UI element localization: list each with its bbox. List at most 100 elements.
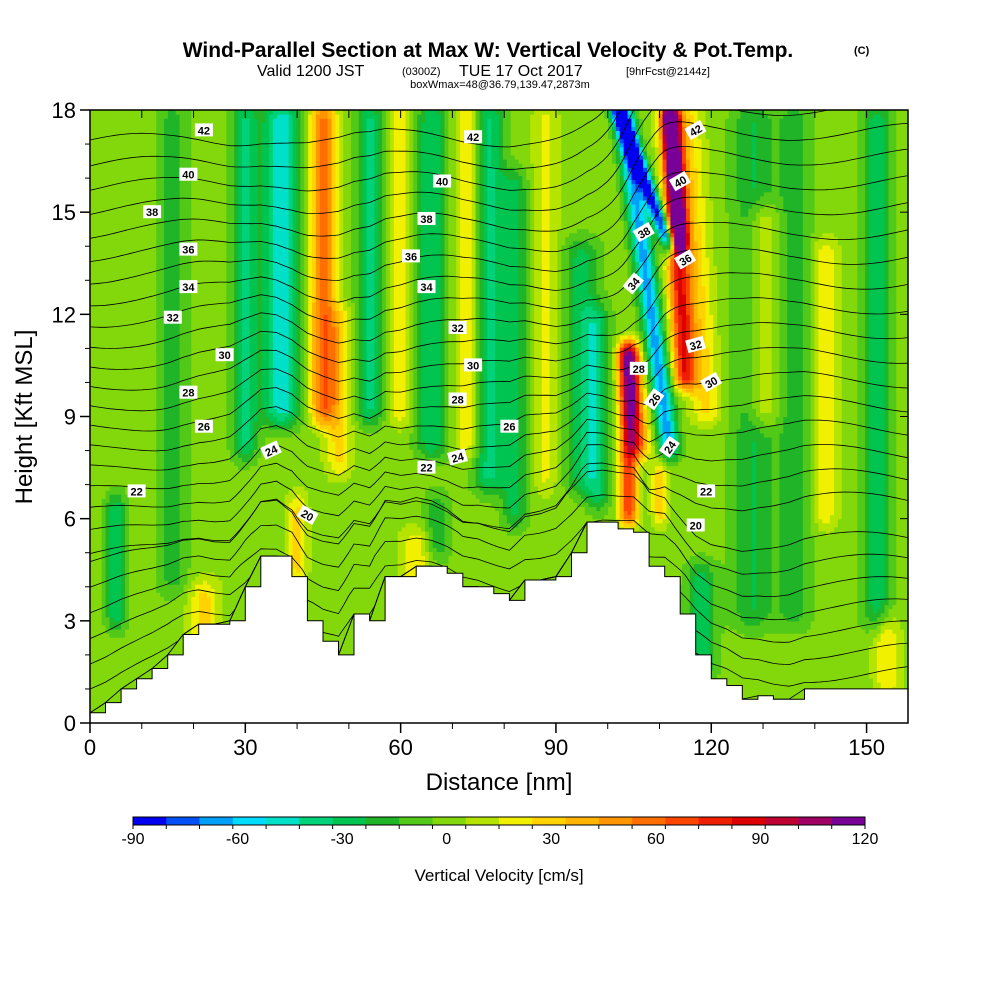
velocity-cell: [94, 290, 99, 295]
velocity-cell: [109, 155, 114, 160]
velocity-cell: [106, 139, 111, 144]
velocity-cell: [102, 118, 107, 123]
velocity-cell: [106, 204, 111, 209]
velocity-cell: [102, 470, 107, 475]
velocity-cell: [102, 339, 107, 344]
velocity-cell: [94, 269, 99, 274]
velocity-cell: [117, 461, 122, 466]
velocity-cell: [94, 698, 99, 703]
velocity-cell: [94, 474, 99, 479]
velocity-cell: [102, 143, 107, 148]
velocity-cell: [94, 314, 99, 319]
velocity-cell: [94, 576, 99, 581]
velocity-cell: [113, 143, 118, 148]
velocity-cell: [98, 637, 103, 642]
velocity-cell: [117, 539, 122, 544]
velocity-cell: [113, 421, 118, 426]
velocity-cell: [117, 212, 122, 217]
velocity-cell: [117, 384, 122, 389]
velocity-cell: [98, 453, 103, 458]
velocity-cell: [113, 249, 118, 254]
velocity-cell: [113, 645, 118, 650]
velocity-cell: [98, 396, 103, 401]
velocity-cell: [98, 314, 103, 319]
velocity-cell: [102, 294, 107, 299]
velocity-cell: [113, 139, 118, 144]
velocity-cell: [94, 167, 99, 172]
velocity-cell: [109, 621, 114, 626]
velocity-cell: [117, 502, 122, 507]
velocity-cell: [117, 490, 122, 495]
velocity-cell: [94, 114, 99, 119]
velocity-cell: [113, 453, 118, 458]
velocity-cell: [109, 666, 114, 671]
velocity-cell: [94, 126, 99, 131]
velocity-cell: [94, 273, 99, 278]
velocity-cell: [117, 658, 122, 663]
velocity-cell: [98, 441, 103, 446]
velocity-cell: [113, 474, 118, 479]
velocity-cell: [94, 613, 99, 618]
velocity-cell: [94, 294, 99, 299]
velocity-cell: [102, 633, 107, 638]
velocity-cell: [94, 175, 99, 180]
velocity-cell: [98, 261, 103, 266]
velocity-cell: [113, 192, 118, 197]
valid-utc-text: (0300Z): [402, 66, 441, 78]
velocity-cell: [113, 617, 118, 622]
velocity-cell: [117, 633, 122, 638]
velocity-cell: [113, 629, 118, 634]
velocity-cell: [117, 286, 122, 291]
velocity-cell: [109, 519, 114, 524]
velocity-cell: [109, 380, 114, 385]
velocity-cell: [106, 670, 111, 675]
velocity-cell: [109, 437, 114, 442]
velocity-cell: [113, 490, 118, 495]
velocity-cell: [109, 478, 114, 483]
velocity-cell: [106, 506, 111, 511]
velocity-cell: [98, 486, 103, 491]
velocity-cell: [109, 584, 114, 589]
velocity-cell: [102, 645, 107, 650]
velocity-cell: [109, 441, 114, 446]
velocity-cell: [102, 171, 107, 176]
velocity-cell: [117, 147, 122, 152]
velocity-cell: [94, 437, 99, 442]
velocity-cell: [102, 564, 107, 569]
velocity-cell: [113, 555, 118, 560]
velocity-cell: [102, 543, 107, 548]
velocity-cell: [117, 449, 122, 454]
velocity-cell: [94, 323, 99, 328]
velocity-cell: [113, 167, 118, 172]
velocity-cell: [106, 543, 111, 548]
chart-title: Wind-Parallel Section at Max W: Vertical…: [183, 39, 794, 62]
velocity-cell: [109, 506, 114, 511]
velocity-cell: [113, 621, 118, 626]
velocity-cell: [109, 392, 114, 397]
velocity-cell: [109, 175, 114, 180]
velocity-cell: [98, 359, 103, 364]
velocity-cell: [98, 130, 103, 135]
velocity-cell: [102, 498, 107, 503]
velocity-cell: [98, 241, 103, 246]
valid-line: Valid 1200 JST (0300Z) TUE 17 Oct 2017 […: [257, 63, 710, 80]
velocity-cell: [106, 396, 111, 401]
velocity-cell: [109, 229, 114, 234]
velocity-cell: [106, 433, 111, 438]
velocity-cell: [117, 666, 122, 671]
velocity-cell: [117, 555, 122, 560]
velocity-cell: [109, 400, 114, 405]
velocity-cell: [94, 339, 99, 344]
velocity-cell: [113, 580, 118, 585]
velocity-cell: [113, 339, 118, 344]
velocity-cell: [102, 592, 107, 597]
velocity-cell: [106, 224, 111, 229]
velocity-cell: [113, 417, 118, 422]
velocity-cell: [94, 380, 99, 385]
velocity-cell: [98, 331, 103, 336]
velocity-cell: [109, 126, 114, 131]
velocity-cell: [102, 641, 107, 646]
velocity-cell: [98, 654, 103, 659]
velocity-cell: [113, 175, 118, 180]
velocity-cell: [106, 265, 111, 270]
